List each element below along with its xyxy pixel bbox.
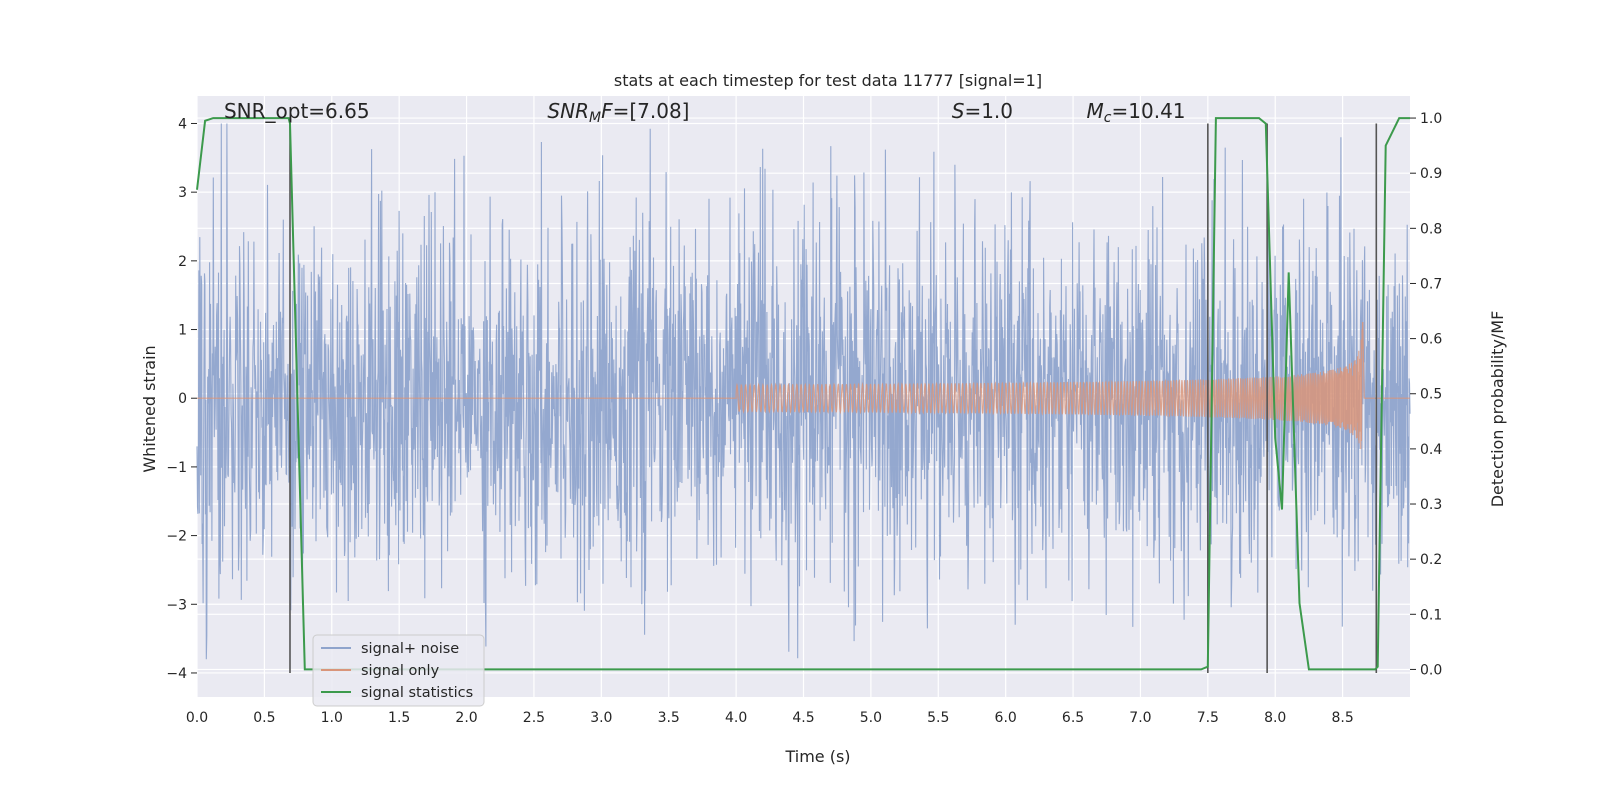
- y-right-tick-label: 0.1: [1420, 607, 1442, 623]
- snr-mf-suffix: =[7.08]: [613, 99, 690, 123]
- x-tick-label: 7.5: [1197, 710, 1219, 726]
- x-tick-label: 8.5: [1331, 710, 1353, 726]
- x-tick-label: 2.0: [455, 710, 477, 726]
- y-right-tick-label: 0.8: [1420, 221, 1442, 237]
- x-axis-label: Time (s): [784, 747, 850, 766]
- y-axis-right-label: Detection probability/MF: [1488, 311, 1507, 508]
- y-tick-label: −3: [166, 597, 187, 613]
- legend-label: signal statistics: [361, 685, 473, 701]
- annotation-snr-mf: SNRMF=[7.08]: [547, 99, 689, 126]
- y-tick-label: −4: [166, 666, 187, 682]
- y-tick-label: −1: [166, 460, 187, 476]
- signal-only-series: [197, 321, 1410, 450]
- y-right-tick-label: 1.0: [1420, 111, 1442, 127]
- x-tick-label: 3.5: [658, 710, 680, 726]
- x-axis-ticks: 0.0 0.5 1.0 1.5 2.0 2.5 3.0 3.5 4.0 4.5 5.0 5.5 6.0 6…: [186, 710, 1354, 726]
- mc-prefix: M: [1087, 99, 1104, 123]
- y-axis-ticks: −4 −3 −2 −1 0 1 2 3 4: [166, 116, 197, 682]
- snr-mf-suffix-f: F: [601, 99, 613, 123]
- y-tick-label: −2: [166, 529, 187, 545]
- x-tick-label: 3.0: [590, 710, 612, 726]
- y-axis-label: Whitened strain: [140, 345, 159, 472]
- y-tick-label: 3: [178, 185, 187, 201]
- x-tick-label: 1.0: [321, 710, 343, 726]
- x-tick-label: 0.0: [186, 710, 208, 726]
- annotation-snr-opt: SNR_opt=6.65: [224, 99, 370, 123]
- y-tick-label: 4: [178, 116, 187, 132]
- legend-box: [312, 634, 485, 707]
- legend: signal+ noise signal only signal statistic…: [312, 634, 485, 707]
- y-right-tick-label: 0.7: [1420, 276, 1442, 292]
- signal-statistics-series: [196, 117, 1410, 671]
- y-right-tick-label: 0.9: [1420, 166, 1442, 182]
- s-prefix: S: [952, 99, 965, 123]
- x-tick-label: 2.5: [523, 710, 545, 726]
- x-tick-label: 5.0: [860, 710, 882, 726]
- y-right-tick-label: 0.3: [1420, 497, 1442, 513]
- s-suffix: =1.0: [964, 99, 1013, 123]
- x-tick-label: 6.5: [1062, 710, 1084, 726]
- annotation-s: S=1.0: [952, 99, 1013, 123]
- y-tick-label: 2: [178, 254, 187, 270]
- x-tick-label: 0.5: [253, 710, 275, 726]
- x-tick-label: 6.0: [995, 710, 1017, 726]
- statistics-line: [196, 117, 1410, 671]
- y-right-tick-label: 0.5: [1420, 387, 1442, 403]
- snr-mf-sub: M: [589, 110, 601, 126]
- mc-suffix: =10.41: [1112, 99, 1186, 123]
- annotation-mc: Mc=10.41: [1087, 99, 1186, 126]
- vertical-markers: [289, 123, 1378, 673]
- legend-label: signal only: [361, 663, 440, 679]
- x-tick-label: 5.5: [927, 710, 949, 726]
- x-tick-label: 8.0: [1264, 710, 1286, 726]
- legend-label: signal+ noise: [361, 641, 459, 657]
- chirp-trace: [197, 321, 1410, 450]
- x-tick-label: 4.5: [792, 710, 814, 726]
- y-tick-label: 0: [178, 391, 187, 407]
- x-tick-label: 1.5: [388, 710, 410, 726]
- y-right-tick-label: 0.4: [1420, 442, 1442, 458]
- x-tick-label: 4.0: [725, 710, 747, 726]
- y-right-tick-label: 0.2: [1420, 552, 1442, 568]
- mc-sub: c: [1104, 110, 1112, 126]
- chart-title: stats at each timestep for test data 117…: [614, 71, 1042, 90]
- y-right-tick-label: 0.0: [1420, 662, 1442, 678]
- snr-mf-prefix: SNR: [547, 99, 589, 123]
- x-tick-label: 7.0: [1129, 710, 1151, 726]
- y-right-tick-label: 0.6: [1420, 332, 1442, 348]
- y-axis-right-ticks: 0.0 0.1 0.2 0.3 0.4 0.5 0.6 0.7 0.8 0.9 1.0: [1410, 111, 1442, 678]
- snr-opt-text: SNR_opt=6.65: [224, 99, 370, 123]
- y-tick-label: 1: [178, 323, 187, 339]
